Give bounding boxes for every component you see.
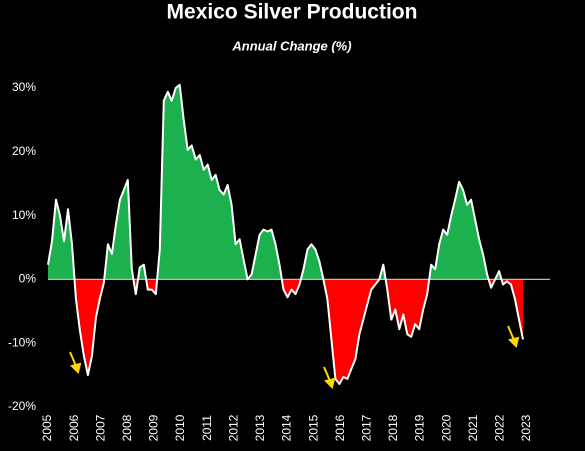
x-tick-label: 2020 <box>439 414 453 441</box>
x-tick-label: 2016 <box>333 414 347 441</box>
x-tick-label: 2010 <box>173 414 187 441</box>
y-tick-label: -10% <box>8 335 36 349</box>
chart-subtitle: Annual Change (%) <box>231 38 351 53</box>
x-tick-label: 2009 <box>147 414 161 441</box>
y-tick-label: -20% <box>8 399 36 413</box>
x-tick-label: 2014 <box>280 414 294 441</box>
x-tick-label: 2019 <box>413 414 427 441</box>
x-tick-label: 2005 <box>40 414 54 441</box>
x-tick-label: 2022 <box>493 414 507 441</box>
x-tick-label: 2017 <box>360 414 374 441</box>
annotation-arrows <box>69 325 520 389</box>
x-tick-label: 2015 <box>306 414 320 441</box>
positive-area <box>48 84 502 280</box>
x-tick-label: 2013 <box>253 414 267 441</box>
y-tick-label: 30% <box>12 80 36 94</box>
x-tick-label: 2018 <box>386 414 400 441</box>
x-tick-label: 2008 <box>120 414 134 441</box>
negative-area <box>48 279 523 384</box>
x-tick-label: 2021 <box>466 414 480 441</box>
x-tick-label: 2011 <box>200 415 214 441</box>
x-tick-label: 2023 <box>519 414 533 441</box>
chart-title: Mexico Silver Production <box>167 1 418 24</box>
x-tick-label: 2012 <box>226 414 240 441</box>
y-tick-label: 10% <box>12 208 36 222</box>
x-tick-label: 2007 <box>93 414 107 441</box>
x-tick-label: 2006 <box>67 414 81 441</box>
y-tick-label: 20% <box>12 144 36 158</box>
line <box>47 83 524 385</box>
y-tick-label: 0% <box>19 272 37 286</box>
